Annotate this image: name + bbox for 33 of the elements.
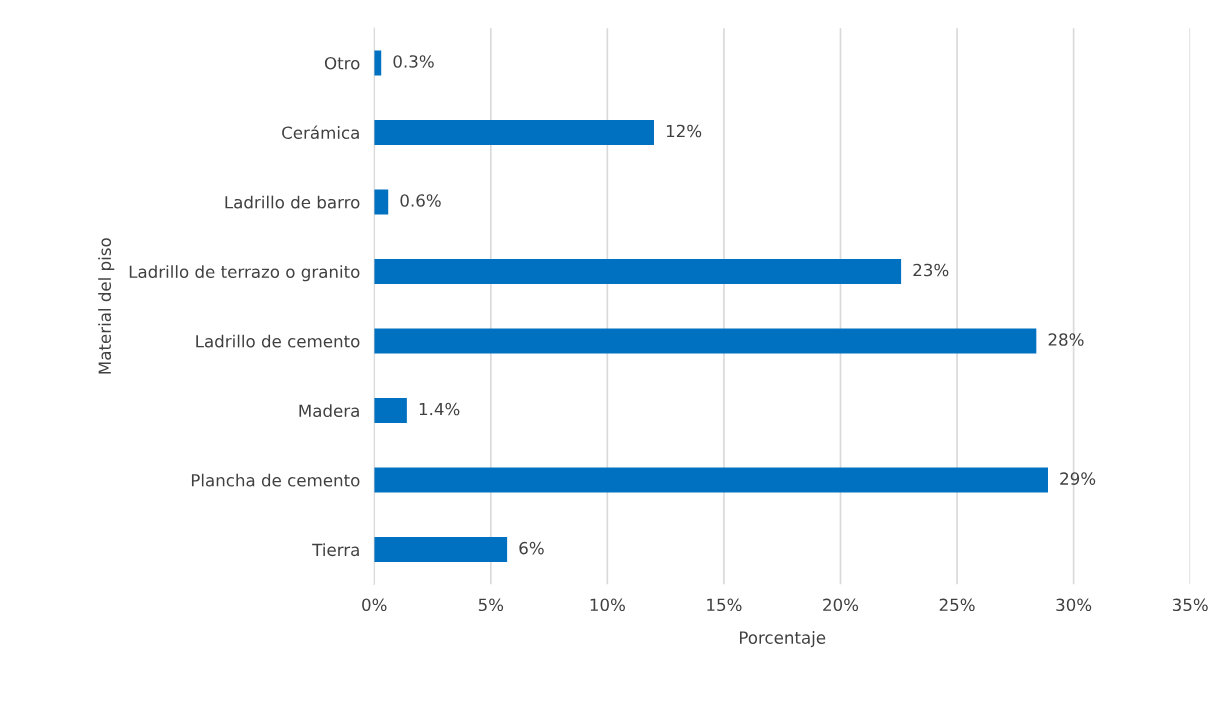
y-tick-label: Ladrillo de barro — [225, 195, 360, 209]
x-tick-label: 15% — [707, 598, 742, 612]
data-label: 28% — [1048, 333, 1084, 346]
data-label: 0.3% — [393, 55, 434, 68]
y-tick-label: Ladrillo de cemento — [196, 334, 360, 348]
y-tick-label: Ladrillo de terrazo o granito — [129, 265, 360, 282]
data-label: 6% — [519, 541, 544, 555]
bar — [374, 328, 1037, 354]
bar — [374, 119, 654, 145]
bar — [374, 258, 902, 284]
x-axis-title: Porcentaje — [739, 631, 826, 648]
y-axis-title: Material del piso — [98, 238, 115, 374]
y-tick-label: Cerámica — [282, 125, 359, 140]
x-tick-label: 5% — [478, 598, 504, 612]
data-label: 29% — [1060, 472, 1096, 485]
y-tick-label: Plancha de cemento — [191, 473, 360, 487]
data-label: 1.4% — [419, 402, 460, 416]
data-label: 23% — [913, 263, 949, 277]
x-tick-label: 25% — [939, 598, 975, 612]
data-label: 0.6% — [400, 194, 441, 207]
x-tick-label: 30% — [1056, 598, 1092, 612]
x-tick-label: 35% — [1172, 598, 1208, 612]
bar — [374, 537, 508, 563]
bar — [374, 189, 389, 215]
y-tick-label: Otro — [324, 56, 360, 70]
y-tick-label: Tierra — [312, 543, 359, 557]
x-tick-label: 20% — [823, 598, 859, 612]
bar — [374, 398, 407, 424]
x-tick-label: 10% — [590, 598, 625, 612]
y-tick-label: Madera — [299, 404, 359, 418]
x-tick-label: 0% — [362, 598, 387, 612]
bar — [374, 467, 1048, 493]
data-label: 12% — [666, 124, 702, 138]
